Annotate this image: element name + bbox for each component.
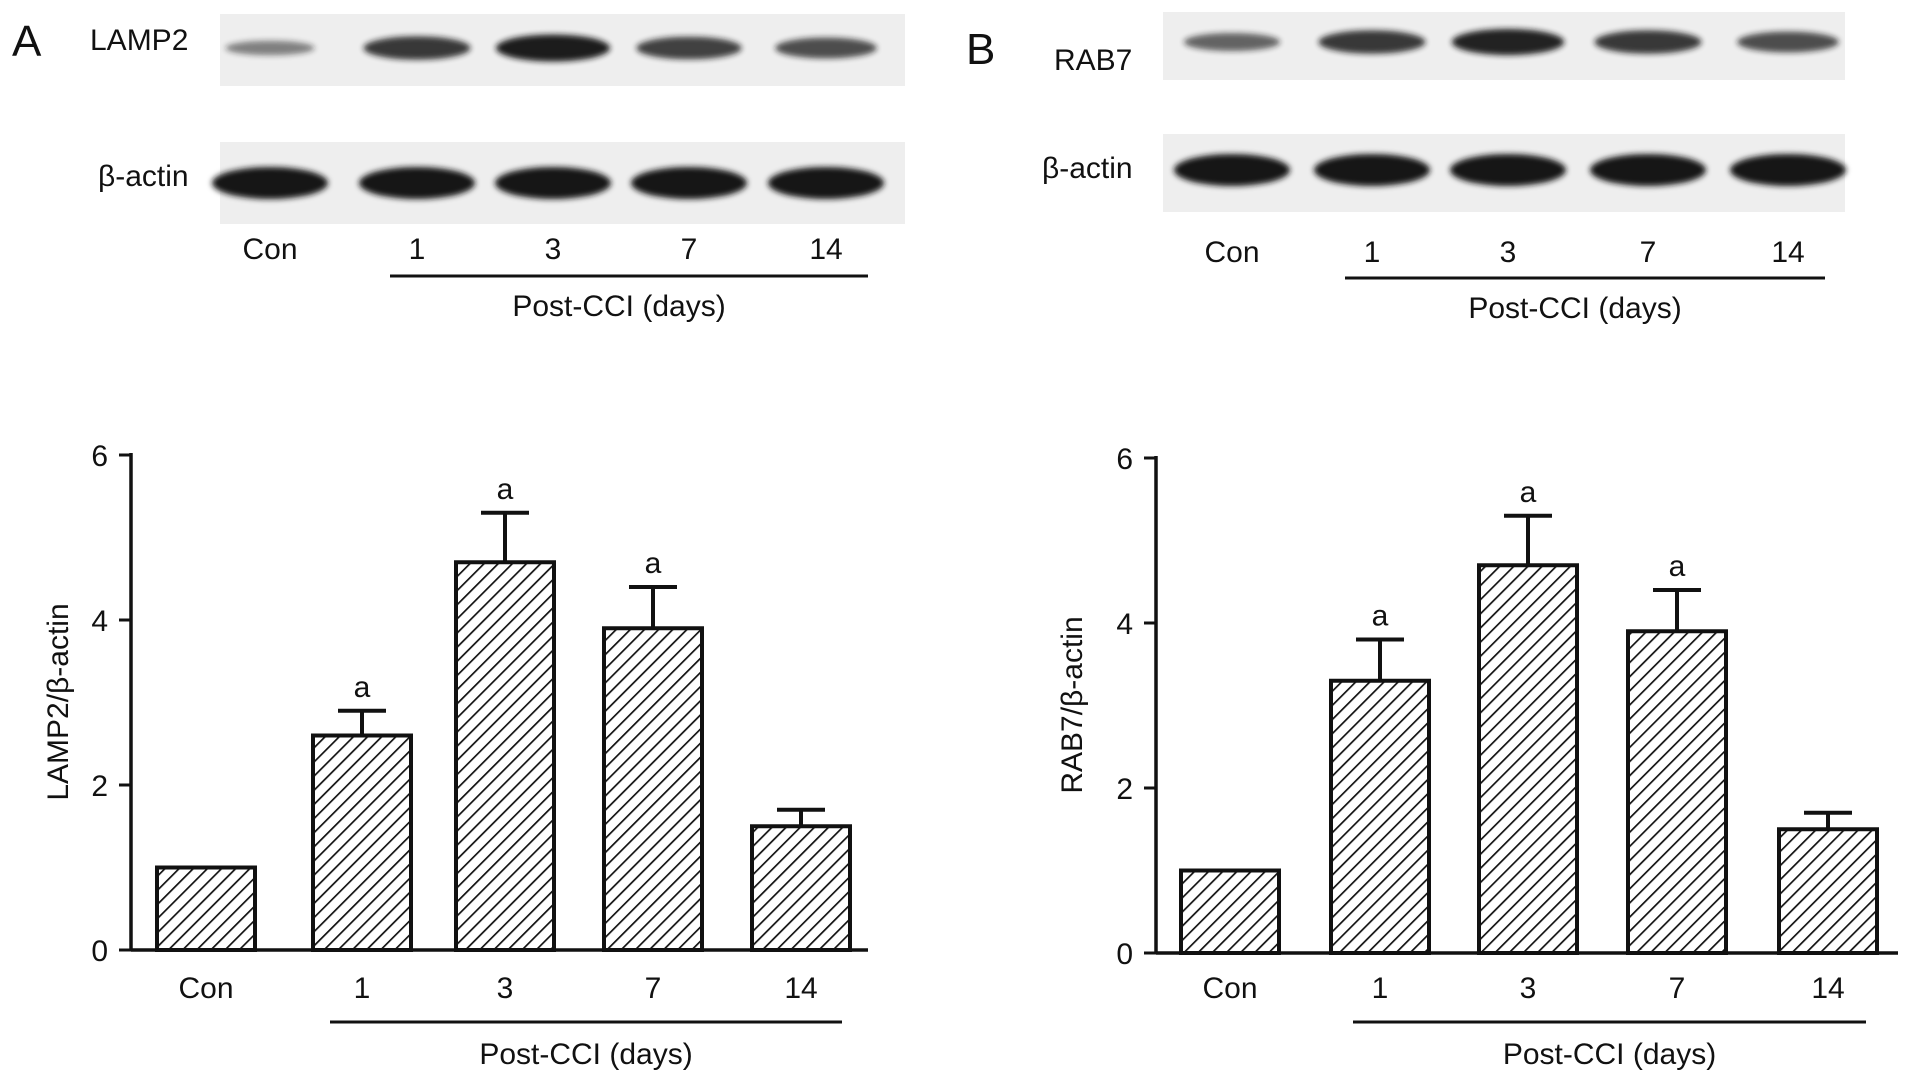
lamp2-y-tick-label: 6 xyxy=(91,440,108,473)
rab7-category-label: 7 xyxy=(1669,972,1686,1005)
panel-b-post-cci-label: Post-CCI (days) xyxy=(1468,292,1681,325)
panel-a-actin-band xyxy=(495,167,611,199)
rab7-significance-label: a xyxy=(1669,550,1686,583)
lamp2-y-tick-label: 0 xyxy=(91,935,108,968)
panel-a-blot: A LAMP2 β-actin Con 1 3 7 14 Post-CCI (days) xyxy=(12,14,905,323)
rab7-x-axis-label: Post-CCI (days) xyxy=(1503,1038,1716,1071)
lamp2-x-axis-label: Post-CCI (days) xyxy=(479,1038,692,1071)
panel-a-lane-label: Con xyxy=(242,233,297,266)
chart-lamp2: 0 2 4 6 LAMP2/β-actin Con a 1 a 3 a 7 14 Post-CCI (da… xyxy=(42,440,868,1071)
lamp2-category-label: 3 xyxy=(497,972,514,1005)
panel-b-actin-band xyxy=(1730,154,1846,186)
lamp2-category-label: 14 xyxy=(784,972,817,1005)
lamp2-bar xyxy=(602,626,704,952)
panel-a-protein-label: LAMP2 xyxy=(90,24,188,57)
panel-a-target-band xyxy=(225,40,315,56)
panel-a-lane-label: 3 xyxy=(545,233,562,266)
lamp2-significance-label: a xyxy=(645,547,662,580)
rab7-significance-label: a xyxy=(1372,600,1389,633)
rab7-category-label: Con xyxy=(1202,972,1257,1005)
lamp2-bar xyxy=(155,865,257,952)
rab7-significance-label: a xyxy=(1520,476,1537,509)
panel-b-blot: B RAB7 β-actin Con 1 3 7 14 Post-CCI (days) xyxy=(966,12,1846,325)
panel-b-actin-band xyxy=(1314,154,1430,186)
rab7-bar xyxy=(1477,563,1579,955)
panel-a-letter: A xyxy=(12,17,42,66)
lamp2-significance-label: a xyxy=(354,671,371,704)
panel-a-lane-label: 14 xyxy=(809,233,842,266)
panel-a-actin-band xyxy=(212,167,328,199)
panel-a-actin-band xyxy=(631,167,747,199)
panel-b-lane-label: 14 xyxy=(1771,236,1804,269)
panel-a-target-band xyxy=(495,34,611,62)
panel-b-target-band xyxy=(1594,30,1702,54)
panel-b-actin-band xyxy=(1450,154,1566,186)
panel-b-target-band xyxy=(1451,28,1565,56)
panel-a-actin-label: β-actin xyxy=(98,160,189,193)
rab7-category-label: 3 xyxy=(1520,972,1537,1005)
rab7-y-tick-label: 4 xyxy=(1116,608,1133,641)
lamp2-significance-label: a xyxy=(497,473,514,506)
panel-a-actin-band xyxy=(359,167,475,199)
panel-a-lane-label: 1 xyxy=(409,233,426,266)
rab7-y-tick-label: 6 xyxy=(1116,443,1133,476)
panel-b-lane-label: 3 xyxy=(1500,236,1517,269)
panel-a-target-band xyxy=(775,37,877,59)
panel-b-lane-label: Con xyxy=(1204,236,1259,269)
panel-a-target-band xyxy=(363,36,471,60)
rab7-bar xyxy=(1777,827,1879,955)
rab7-y-tick-label: 0 xyxy=(1116,938,1133,971)
rab7-bar xyxy=(1626,629,1728,955)
lamp2-bar xyxy=(454,560,556,952)
panel-a-actin-band xyxy=(768,167,884,199)
panel-a-target-band xyxy=(636,36,742,60)
panel-b-actin-band xyxy=(1590,154,1706,186)
lamp2-category-label: 1 xyxy=(354,972,371,1005)
panel-b-target-band xyxy=(1318,30,1426,54)
panel-b-protein-label: RAB7 xyxy=(1054,44,1132,77)
lamp2-bar xyxy=(750,824,852,952)
lamp2-y-tick-label: 2 xyxy=(91,770,108,803)
rab7-y-tick-label: 2 xyxy=(1116,773,1133,806)
panel-a-lane-label: 7 xyxy=(681,233,698,266)
rab7-category-label: 1 xyxy=(1372,972,1389,1005)
lamp2-bar xyxy=(311,733,413,952)
lamp2-y-axis-label: LAMP2/β-actin xyxy=(42,603,75,800)
panel-b-target-band xyxy=(1737,31,1839,53)
panel-b-lane-label: 1 xyxy=(1364,236,1381,269)
panel-b-actin-label: β-actin xyxy=(1042,152,1133,185)
panel-b-actin-band xyxy=(1174,154,1290,186)
panel-b-letter: B xyxy=(966,25,995,74)
rab7-y-axis-label: RAB7/β-actin xyxy=(1056,616,1089,793)
panel-b-lane-label: 7 xyxy=(1640,236,1657,269)
lamp2-category-label: 7 xyxy=(645,972,662,1005)
rab7-bar xyxy=(1329,678,1431,955)
lamp2-y-tick-label: 4 xyxy=(91,605,108,638)
panel-b-target-band xyxy=(1183,32,1281,52)
chart-rab7: 0 2 4 6 RAB7/β-actin Con a 1 a 3 a 7 14 Post-CCI (day… xyxy=(1056,443,1898,1071)
lamp2-category-label: Con xyxy=(178,972,233,1005)
panel-a-post-cci-label: Post-CCI (days) xyxy=(512,290,725,323)
rab7-bar xyxy=(1179,868,1281,955)
rab7-category-label: 14 xyxy=(1811,972,1844,1005)
